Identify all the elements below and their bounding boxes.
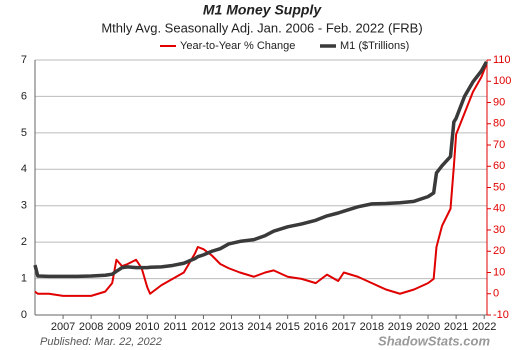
x-tick-label: 2010: [135, 321, 159, 333]
y2-tick-label: 50: [493, 181, 505, 193]
x-tick-label: 2020: [416, 321, 440, 333]
x-tick-label: 2018: [360, 321, 384, 333]
x-tick-label: 2021: [444, 321, 468, 333]
y-tick-label: 7: [21, 54, 27, 66]
x-tick-label: 2016: [304, 321, 328, 333]
legend-label: M1 ($Trillions): [340, 40, 409, 52]
x-tick-label: 2017: [332, 321, 356, 333]
x-tick-label: 2013: [219, 321, 243, 333]
y2-tick-label: 110: [493, 54, 511, 66]
x-tick-label: 2009: [107, 321, 131, 333]
y2-tick-label: 30: [493, 224, 505, 236]
x-tick-label: 2007: [51, 321, 75, 333]
x-tick-label: 2008: [79, 321, 103, 333]
x-tick-label: 2022: [472, 321, 496, 333]
y2-tick-label: 90: [493, 96, 505, 108]
y-tick-label: 6: [21, 90, 27, 102]
y2-tick-label: 60: [493, 160, 505, 172]
series-line: [33, 60, 488, 279]
y-tick-label: 5: [21, 127, 27, 139]
y2-tick-label: -10: [493, 309, 509, 321]
legend-label: Year-to-Year % Change: [180, 40, 295, 52]
footnote: Published: Mar. 22, 2022: [40, 336, 162, 348]
chart-subtitle: Mthly Avg. Seasonally Adj. Jan. 2006 - F…: [101, 20, 422, 35]
y2-tick-label: 80: [493, 118, 505, 130]
x-tick-label: 2014: [247, 321, 271, 333]
y2-tick-label: 20: [493, 245, 505, 257]
x-tick-label: 2011: [164, 321, 188, 333]
y-tick-label: 0: [21, 309, 27, 321]
y-tick-label: 3: [21, 200, 27, 212]
y2-tick-label: 40: [493, 203, 505, 215]
series-line: [34, 63, 488, 297]
y-tick-label: 1: [21, 272, 27, 284]
y2-tick-label: 0: [493, 288, 499, 300]
y-tick-label: 4: [21, 163, 27, 175]
x-tick-label: 2012: [191, 321, 215, 333]
x-tick-label: 2015: [275, 321, 299, 333]
chart-title: M1 Money Supply: [203, 2, 322, 18]
x-tick-label: 2019: [388, 321, 412, 333]
y2-tick-label: 10: [493, 266, 505, 278]
y-tick-label: 2: [21, 236, 27, 248]
y2-tick-label: 70: [493, 139, 505, 151]
y2-tick-label: 100: [493, 75, 511, 87]
source: ShadowStats.com: [378, 333, 490, 348]
